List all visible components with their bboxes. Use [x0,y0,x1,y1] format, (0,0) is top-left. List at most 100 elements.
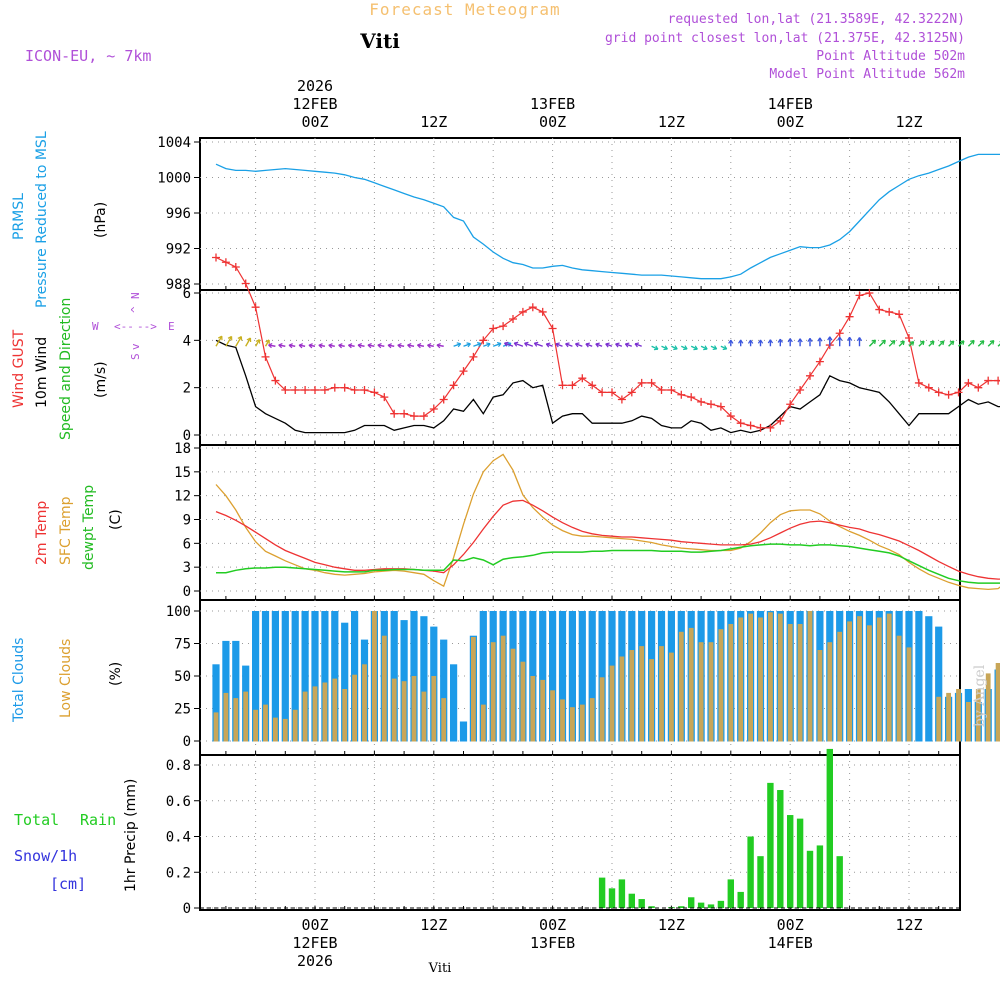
wind-dir-arrow [235,336,242,347]
wind-dir-arrow [898,340,905,347]
footer-station: Viti [428,961,452,976]
gust-marker [786,400,795,409]
wind-dir-arrow [524,342,534,347]
temperature-ytick-label: 15 [174,465,191,481]
gust-marker [261,352,270,361]
wind-dir-arrowhead [456,342,462,348]
low-cloud-bar [520,661,526,742]
bottom-time-label: 13FEB [530,934,575,952]
pressure-label-line2: Pressure Reduced to MSL [34,131,50,308]
total-cloud-bar [281,611,289,742]
wind-dir-arrow [215,335,223,347]
gust-marker [647,378,656,387]
total-cloud-bar [479,611,487,742]
gust-marker [944,390,953,399]
low-cloud-bar [381,635,387,742]
low-cloud-bar [253,709,258,742]
wind-frame [199,289,961,446]
pressure-units: (hPa) [93,202,109,238]
low-cloud-bar [857,616,862,742]
gust-label: Wind GUST [11,329,27,408]
gust-marker [905,333,913,342]
low-cloud-bar [946,692,951,742]
low-cloud-bar [985,673,991,742]
wind-dir-arrowhead [909,341,915,346]
sfc-label: SFC Temp [58,496,74,565]
precip-bar [678,906,685,908]
low-cloud-bar [273,717,278,742]
gust-marker [528,303,537,312]
wind-ytick-label: 6 [183,286,191,302]
gust-marker [806,371,814,380]
wind-dir-arrowhead [856,337,863,342]
low-cloud-bar [391,678,397,742]
wind-dir-arrowhead [703,345,708,351]
wind-dir-arrowhead [767,339,774,344]
gust-marker [687,393,696,402]
pressure-ytick-label: 996 [166,206,191,222]
snow-label: Snow/1h [14,847,77,865]
low-cloud-bar [867,625,872,742]
wind-dir-arrow [967,340,975,347]
low-cloud-bar [372,611,377,742]
gust-marker [548,324,557,333]
low-cloud-bar [589,698,595,742]
wind-dir-arrowhead [397,343,402,349]
gust-marker [370,388,379,397]
bottom-time-label: 12Z [658,916,685,934]
wind-dir-arrow [690,345,698,350]
wind-dir-arrowhead [777,338,783,343]
gust-marker [756,423,765,432]
low-cloud-bar [421,691,427,742]
precip-bar [628,893,635,908]
wind-dir-arrowhead [728,339,734,344]
low-cloud-bar [718,629,724,742]
gust-marker [815,357,824,366]
total-cloud-bar [222,640,230,742]
wind-dir-arrowhead [881,339,886,345]
compass-n: N [129,292,142,299]
low-cloud-bar [401,681,407,742]
total-cloud-bar [549,611,557,742]
wind-dir-arrow [928,340,935,347]
gust-marker [855,291,864,300]
low-cloud-bar [362,664,367,742]
wind-dir-arrowhead [246,337,252,343]
wind-dir-arrowhead [673,345,678,351]
low-cloud-bar [827,642,833,742]
low-cloud-bar [758,617,763,742]
bottom-time-label: 00Z [539,916,566,934]
wind-dir-arrowhead [338,343,343,349]
low-cloud-bar [738,617,744,742]
wind-dir-arrowhead [871,339,877,345]
total-cloud-bar [539,611,547,742]
plots: 9889929961000100402460369121518025507510… [157,77,1000,970]
top-time-label: 12Z [658,113,685,131]
temperature-ytick-label: 3 [183,560,191,576]
gust-marker [875,305,884,314]
gust-marker [538,307,547,316]
bottom-time-label: 2026 [297,952,333,970]
low-cloud-bar [500,635,506,742]
wind-dir-arrowhead [595,342,600,348]
low-cloud-bar [263,704,268,742]
temp-units: (C) [108,509,124,530]
gust-marker [726,412,735,421]
wind-dir-arrow [625,343,633,347]
gust-marker [984,376,993,385]
low-cloud-bar [768,612,773,742]
precip-ytick-label: 0.6 [166,794,191,810]
pressure-ytick-label: 988 [166,277,191,293]
wind-dir-arrow [513,342,524,347]
gust-marker [865,289,874,297]
total-cloud-bar [935,626,943,742]
low-cloud-bar [678,631,684,742]
precip-axis-label: 1hr Precip (mm) [123,779,139,892]
precip-bar [796,818,804,908]
bottom-time-label: 12FEB [292,934,337,952]
gust-marker [479,336,488,345]
gust-marker [518,307,527,316]
wind-dir-arrow [575,343,583,347]
total-cloud-bar [311,611,319,742]
dewpt-label: dewpt Temp [81,485,97,570]
